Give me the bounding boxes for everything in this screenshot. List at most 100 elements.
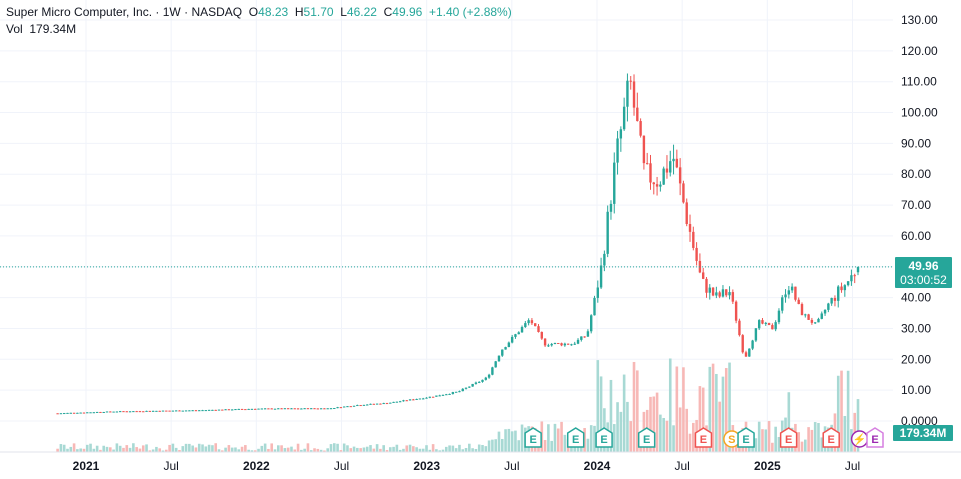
candle-body bbox=[86, 412, 89, 414]
candle-body bbox=[59, 413, 63, 415]
volume-bar bbox=[309, 450, 313, 452]
x-tick-label: Jul bbox=[163, 459, 178, 473]
candle-body bbox=[168, 410, 171, 412]
candle-body bbox=[790, 286, 794, 291]
candle-body bbox=[244, 409, 247, 411]
candle-body bbox=[191, 410, 194, 412]
volume-bar bbox=[721, 376, 725, 452]
volume-bar bbox=[803, 439, 807, 452]
volume-bar bbox=[843, 415, 847, 452]
volume-bar bbox=[649, 396, 652, 452]
volume-bar bbox=[69, 446, 73, 452]
candle-body bbox=[764, 322, 767, 324]
volume-bar bbox=[115, 443, 119, 452]
volume-bar bbox=[491, 439, 494, 452]
candle-body bbox=[573, 343, 576, 345]
volume-bar bbox=[145, 444, 148, 452]
volume-bar bbox=[797, 432, 801, 452]
volume-bar bbox=[224, 447, 227, 452]
candle-body bbox=[402, 400, 405, 402]
earnings-marker[interactable]: E bbox=[637, 427, 656, 448]
volume-bar bbox=[191, 445, 194, 452]
candle-body bbox=[813, 322, 817, 324]
candle-body bbox=[398, 401, 402, 403]
candle-body bbox=[524, 323, 527, 328]
earnings-marker[interactable]: E bbox=[524, 427, 542, 448]
candle-body bbox=[395, 401, 399, 403]
volume-bar bbox=[817, 422, 820, 452]
candle-body bbox=[135, 411, 138, 413]
candle-body bbox=[744, 352, 748, 357]
volume-bar bbox=[807, 427, 810, 452]
volume-bar bbox=[728, 362, 731, 452]
candle-body bbox=[375, 403, 379, 405]
interval[interactable]: 1W bbox=[162, 5, 181, 19]
volume-bar bbox=[517, 440, 521, 452]
candle-body bbox=[280, 408, 283, 410]
volume-bar bbox=[174, 447, 178, 452]
x-tick-label: 2023 bbox=[413, 459, 440, 473]
earnings-marker[interactable]: E bbox=[866, 427, 884, 448]
candle-body bbox=[527, 320, 530, 324]
candle-body bbox=[76, 412, 79, 414]
candle-body bbox=[543, 338, 547, 346]
earnings-marker[interactable]: E bbox=[822, 427, 840, 448]
earnings-marker[interactable]: E bbox=[694, 427, 713, 448]
dividend-marker[interactable]: ⚡ bbox=[850, 430, 869, 448]
candle-body bbox=[590, 315, 593, 332]
candle-body bbox=[504, 347, 507, 350]
symbol-name[interactable]: Super Micro Computer, Inc. bbox=[6, 5, 153, 19]
volume-bar bbox=[810, 429, 814, 452]
volume-bar bbox=[273, 449, 277, 452]
candle-body bbox=[188, 410, 191, 412]
event-label: ⚡ bbox=[853, 433, 867, 446]
volume-bar bbox=[474, 448, 478, 452]
candle-body bbox=[161, 410, 165, 412]
candle-body bbox=[316, 408, 320, 410]
candle-body bbox=[263, 408, 267, 410]
volume-bar bbox=[158, 448, 162, 452]
last-price-tag: 49.96 03:00:52 bbox=[895, 257, 952, 288]
candle-body bbox=[359, 405, 362, 407]
volume-bar bbox=[112, 449, 115, 452]
candle-body bbox=[484, 377, 488, 380]
volume-bar bbox=[138, 448, 142, 452]
volume-bar bbox=[458, 444, 461, 452]
price-axis[interactable]: 130.00 120.00 110.00 100.00 90.00 80.00 70.00 6… bbox=[901, 13, 938, 428]
candle-body bbox=[557, 342, 560, 344]
candle-body bbox=[342, 406, 346, 408]
candle-body bbox=[636, 107, 639, 122]
event-label: E bbox=[600, 434, 607, 446]
volume-bar bbox=[553, 423, 557, 452]
volume-bar bbox=[296, 443, 300, 452]
earnings-marker[interactable]: E bbox=[737, 427, 755, 448]
earnings-marker[interactable]: E bbox=[566, 427, 585, 448]
candle-body bbox=[431, 396, 435, 398]
earnings-marker[interactable]: E bbox=[595, 427, 613, 448]
last-price: 49.96 bbox=[908, 259, 939, 273]
y-tick-label: 120.00 bbox=[901, 44, 938, 58]
close-value: 49.96 bbox=[392, 5, 423, 19]
volume-bar bbox=[293, 449, 297, 452]
time-axis[interactable]: 2021 Jul 2022 Jul 2023 Jul 2024 Jul 2025 Jul bbox=[0, 451, 961, 473]
volume-bar bbox=[372, 448, 376, 452]
candle-body bbox=[415, 398, 418, 400]
volume-bar bbox=[701, 387, 705, 452]
candle-body bbox=[62, 413, 66, 415]
event-label: E bbox=[529, 434, 536, 446]
candle-body bbox=[761, 320, 764, 324]
earnings-marker[interactable]: E bbox=[779, 427, 798, 448]
volume-bar bbox=[263, 443, 267, 452]
candle-body bbox=[247, 408, 250, 410]
candle-body bbox=[491, 367, 494, 375]
volume-bar bbox=[836, 375, 840, 452]
candle-body bbox=[286, 408, 290, 410]
candle-body bbox=[92, 412, 96, 414]
candle-body bbox=[771, 325, 774, 330]
volume-bar bbox=[346, 445, 349, 452]
volume-bar bbox=[692, 422, 695, 452]
volume-bar bbox=[181, 446, 185, 452]
volume-bar bbox=[316, 448, 320, 452]
candle-body bbox=[797, 299, 800, 305]
